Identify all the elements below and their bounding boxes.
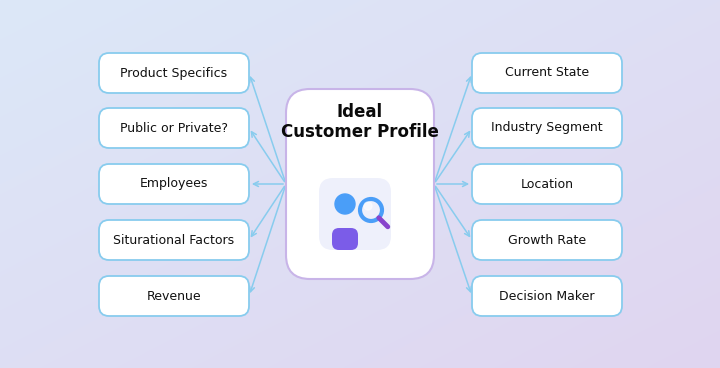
FancyBboxPatch shape (472, 220, 622, 260)
Text: Current State: Current State (505, 67, 589, 79)
FancyBboxPatch shape (472, 108, 622, 148)
Text: Revenue: Revenue (147, 290, 202, 302)
Text: Siturational Factors: Siturational Factors (114, 234, 235, 247)
Text: Employees: Employees (140, 177, 208, 191)
Text: Ideal: Ideal (337, 103, 383, 121)
Circle shape (364, 202, 372, 210)
FancyBboxPatch shape (99, 164, 249, 204)
FancyBboxPatch shape (99, 220, 249, 260)
FancyBboxPatch shape (472, 164, 622, 204)
Text: Growth Rate: Growth Rate (508, 234, 586, 247)
Text: Decision Maker: Decision Maker (499, 290, 595, 302)
FancyBboxPatch shape (332, 228, 358, 250)
Text: Public or Private?: Public or Private? (120, 121, 228, 134)
FancyBboxPatch shape (99, 108, 249, 148)
FancyBboxPatch shape (286, 89, 434, 279)
Text: Location: Location (521, 177, 574, 191)
Text: Product Specifics: Product Specifics (120, 67, 228, 79)
FancyBboxPatch shape (99, 53, 249, 93)
Text: Industry Segment: Industry Segment (491, 121, 603, 134)
Circle shape (335, 194, 355, 214)
Text: Customer Profile: Customer Profile (281, 123, 439, 141)
FancyBboxPatch shape (99, 276, 249, 316)
FancyBboxPatch shape (472, 276, 622, 316)
FancyBboxPatch shape (319, 178, 391, 250)
FancyBboxPatch shape (472, 53, 622, 93)
